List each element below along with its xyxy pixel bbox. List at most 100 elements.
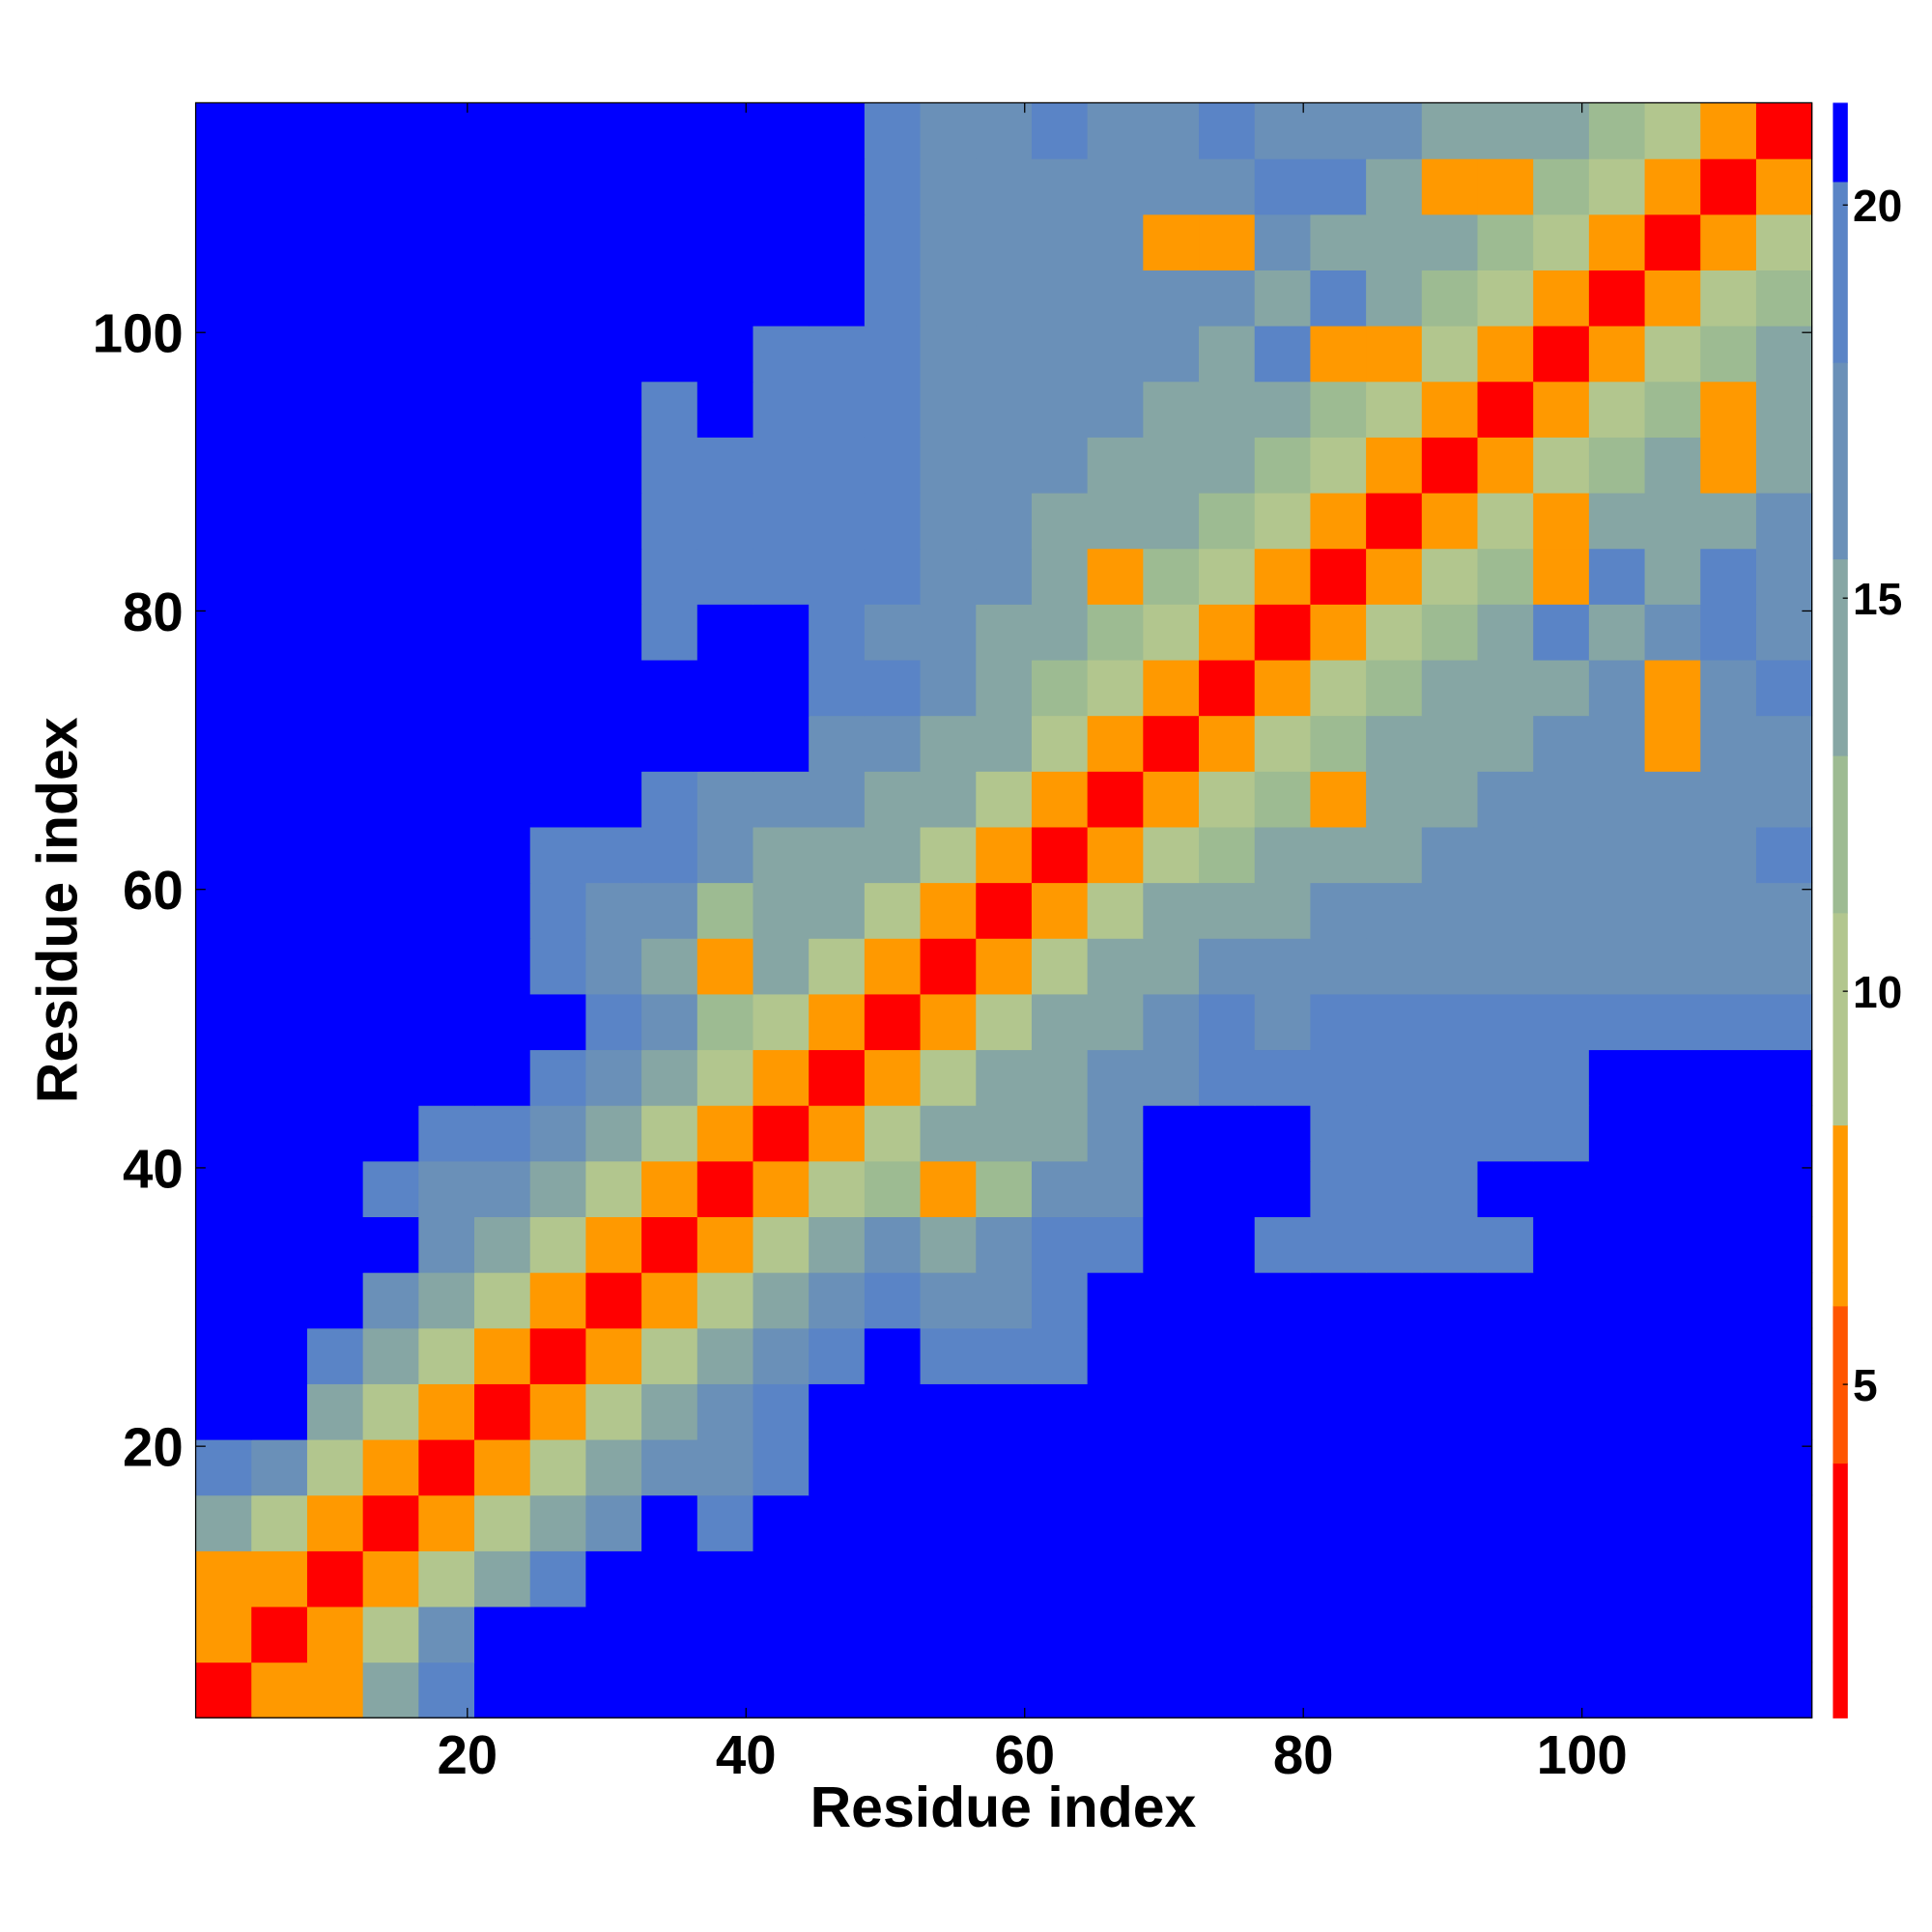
heatmap-cell [1087, 1605, 1144, 1663]
heatmap-cell [976, 1605, 1033, 1663]
heatmap-cell [474, 826, 531, 884]
heatmap-cell [1477, 102, 1534, 159]
heatmap-cell [1533, 1605, 1590, 1663]
heatmap-cell [1700, 882, 1757, 939]
heatmap-cell [1366, 1272, 1423, 1329]
heatmap-cell [1755, 1049, 1813, 1106]
heatmap-cell [1755, 1550, 1813, 1607]
heatmap-cell [1421, 771, 1479, 828]
heatmap-cell [195, 604, 252, 661]
heatmap-cell [195, 715, 252, 772]
heatmap-cell [1087, 604, 1144, 661]
heatmap-cell [1087, 1662, 1144, 1719]
heatmap-cell [474, 381, 531, 438]
heatmap-cell [1087, 1550, 1144, 1607]
colorbar-tick-label: 15 [1853, 574, 1902, 624]
heatmap-cell [1199, 1272, 1256, 1329]
heatmap-cell [641, 1550, 698, 1607]
heatmap-cell [1421, 1216, 1479, 1273]
heatmap-cell [585, 437, 642, 494]
heatmap-cell [1366, 771, 1423, 828]
heatmap-cell [920, 771, 977, 828]
heatmap-cell [1310, 1383, 1367, 1440]
heatmap-cell [1700, 326, 1757, 383]
heatmap-cell [585, 715, 642, 772]
heatmap-cell [1199, 771, 1256, 828]
heatmap-cell [251, 102, 308, 159]
heatmap-cell [920, 1550, 977, 1607]
heatmap-cell [1477, 1662, 1534, 1719]
heatmap-cell [753, 381, 810, 438]
heatmap-cell [641, 938, 698, 995]
heatmap-cell [1143, 158, 1200, 215]
heatmap-cell [1755, 993, 1813, 1051]
heatmap-cell [1421, 158, 1479, 215]
heatmap-cell [418, 938, 475, 995]
heatmap-cell [753, 270, 810, 327]
heatmap-cell [1143, 993, 1200, 1051]
heatmap-cell [809, 381, 866, 438]
heatmap-cell [585, 1272, 642, 1329]
heatmap-cell [1421, 1327, 1479, 1384]
heatmap-cell [696, 1438, 754, 1496]
heatmap-cell [474, 270, 531, 327]
heatmap-cell [1700, 158, 1757, 215]
heatmap-cell [306, 381, 364, 438]
heatmap-cell [920, 213, 977, 270]
heatmap-cell [1366, 604, 1423, 661]
heatmap-cell [362, 1105, 419, 1162]
heatmap-cell [1199, 1160, 1256, 1218]
heatmap-cells [195, 102, 1813, 1719]
heatmap-cell [529, 270, 587, 327]
heatmap-cell [195, 1550, 252, 1607]
heatmap-cell [418, 1438, 475, 1496]
heatmap-cell [1421, 437, 1479, 494]
heatmap-cell [251, 659, 308, 717]
heatmap-cell [1031, 1383, 1089, 1440]
colorbar-band [1833, 102, 1848, 183]
heatmap-cell [641, 1494, 698, 1551]
heatmap-cell [1087, 492, 1144, 550]
heatmap-cell [1087, 270, 1144, 327]
heatmap-cell [362, 1160, 419, 1218]
heatmap-cell [1254, 715, 1312, 772]
heatmap-cell [1421, 882, 1479, 939]
heatmap-cell [809, 1327, 866, 1384]
heatmap-cell [1421, 993, 1479, 1051]
heatmap-cell [1031, 771, 1089, 828]
heatmap-cell [1310, 1438, 1367, 1496]
heatmap-cell [864, 492, 922, 550]
heatmap-cell [976, 1327, 1033, 1384]
heatmap-cell [306, 659, 364, 717]
heatmap-cell [1644, 1383, 1701, 1440]
heatmap-cell [1143, 1272, 1200, 1329]
heatmap-cell [1533, 1550, 1590, 1607]
heatmap-cell [474, 1383, 531, 1440]
heatmap-cell [474, 1662, 531, 1719]
heatmap-cell [1533, 1662, 1590, 1719]
heatmap-cell [529, 882, 587, 939]
heatmap-cell [1087, 826, 1144, 884]
heatmap-cell [1310, 993, 1367, 1051]
heatmap-cell [1421, 213, 1479, 270]
heatmap-cell [920, 381, 977, 438]
heatmap-cell [195, 1383, 252, 1440]
heatmap-cell [362, 604, 419, 661]
heatmap-cell [1421, 548, 1479, 605]
heatmap-cell [418, 492, 475, 550]
heatmap-cell [976, 1160, 1033, 1218]
heatmap-cell [1644, 1438, 1701, 1496]
heatmap-cell [585, 604, 642, 661]
heatmap-cell [251, 882, 308, 939]
heatmap-cell [1366, 1327, 1423, 1384]
heatmap-cell [1199, 1383, 1256, 1440]
heatmap-cell [1755, 102, 1813, 159]
heatmap-cell [251, 1605, 308, 1663]
heatmap-cell [1700, 715, 1757, 772]
heatmap-cell [864, 1662, 922, 1719]
heatmap-cell [920, 715, 977, 772]
heatmap-cell [585, 1494, 642, 1551]
heatmap-cell [809, 326, 866, 383]
heatmap-cell [1254, 270, 1312, 327]
heatmap-cell [1700, 1662, 1757, 1719]
